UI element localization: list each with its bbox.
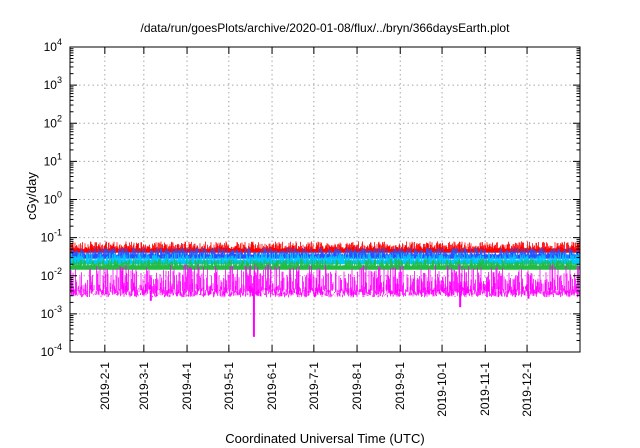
y-tick-label: 100 [44,190,62,207]
x-tick-label: 2019-4-1 [180,362,194,410]
series-band [69,241,581,253]
x-tick-label: 2019-11-1 [478,362,492,416]
y-tick-label: 103 [44,75,62,92]
axes: 10-4 10-3 10-2 10-1 100 101 102 103 104 2019-2-1 2… [41,37,581,417]
chart-title: /data/run/goesPlots/archive/2020-01-08/f… [141,21,511,35]
y-tick-label: 102 [44,113,62,130]
y-tick-label: 101 [44,151,62,168]
x-tick-label: 2019-6-1 [265,362,279,410]
x-tick-label: 2019-3-1 [137,362,151,410]
y-tick-label: 10-4 [41,342,62,359]
x-axis-label: Coordinated Universal Time (UTC) [225,431,424,446]
plot-area [69,241,581,337]
y-tick-label: 10-3 [41,304,62,321]
y-tick-label: 10-2 [41,266,62,283]
y-tick-label: 104 [44,37,62,54]
y-tick-label: 10-1 [41,228,62,245]
y-axis-label: cGy/day [24,172,39,220]
x-tick-label: 2019-5-1 [222,362,236,410]
x-tick-label: 2019-7-1 [307,362,321,410]
x-tick-label: 2019-12-1 [520,362,534,417]
x-tick-label: 2019-8-1 [350,362,364,410]
x-tick-label: 2019-10-1 [435,362,449,417]
grid [70,47,580,352]
x-tick-label: 2019-9-1 [393,362,407,410]
x-tick-label: 2019-2-1 [98,362,112,410]
